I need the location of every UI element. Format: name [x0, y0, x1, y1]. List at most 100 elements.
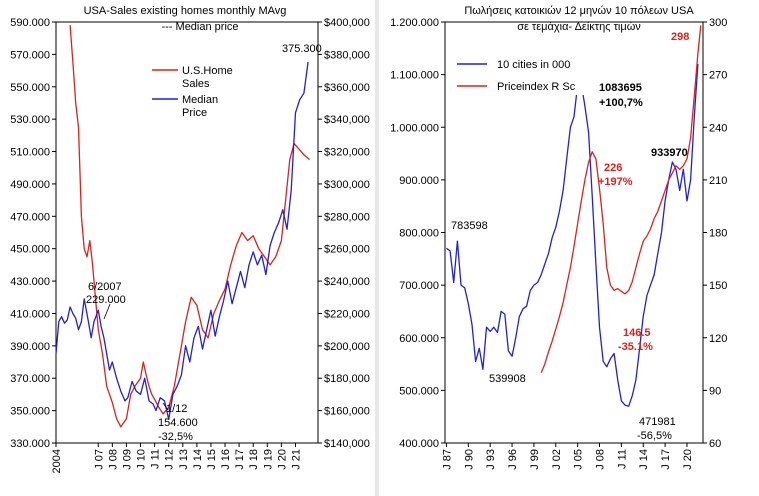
y-tick-label-right: $160,000: [324, 406, 370, 418]
y-tick-label-left: 350.000: [10, 406, 50, 418]
x-tick-label: J 14: [192, 449, 204, 470]
y-tick-label-right: 120: [709, 333, 727, 345]
series-line-b: [540, 25, 702, 374]
annotation-label: 933970: [651, 147, 688, 159]
y-tick-label-right: 210: [709, 175, 727, 187]
annotation-pointer: [162, 402, 169, 411]
annotation-label: 539908: [489, 373, 526, 385]
x-tick-label: J 18: [248, 449, 260, 470]
y-tick-label-right: $400,000: [324, 17, 370, 29]
x-tick-label: J 11: [616, 449, 628, 469]
x-tick-label: J 02: [551, 449, 563, 470]
annotation-label: 1/12: [166, 403, 187, 415]
panel-divider: [375, 0, 379, 496]
y-tick-label-right: $200,000: [324, 341, 370, 353]
y-tick-label-right: $360,000: [324, 82, 370, 94]
y-tick-label-right: 60: [709, 438, 721, 450]
annotation-label: 298: [671, 31, 689, 43]
y-tick-label-left: 400.000: [399, 438, 439, 450]
y-tick-label-right: 150: [709, 280, 727, 292]
y-tick-label-right: $220,000: [324, 308, 370, 320]
y-tick-label-right: $180,000: [324, 373, 370, 385]
y-tick-label-left: 510.000: [10, 147, 50, 159]
y-tick-label-right: $260,000: [324, 244, 370, 256]
x-tick-label: J 07: [93, 449, 105, 470]
legend-label: 10 cities in 000: [497, 59, 570, 71]
x-tick-label: J 08: [595, 449, 607, 470]
x-tick-label: J 16: [220, 449, 232, 470]
annotation-pointer: [103, 303, 111, 320]
x-tick-label: J 13: [178, 449, 190, 470]
y-tick-label-left: 800.000: [399, 228, 439, 240]
legend-label: U.S.Home Sales: [182, 65, 233, 90]
y-tick-label-left: 550.000: [10, 82, 50, 94]
x-tick-label: J 21: [290, 449, 302, 470]
annotation-label: 471981: [639, 416, 676, 428]
annotation-label: 783598: [451, 220, 488, 232]
chart-svg-left: 590.000 570.000 550.000 530.000 510.000 490.0…: [10, 5, 370, 473]
y-tick-label-left: 370.000: [10, 373, 50, 385]
y-tick-label-left: 500.000: [399, 385, 439, 397]
y-tick-label-left: 570.000: [10, 49, 50, 61]
annotation-label: 154.600: [158, 417, 198, 429]
y-tick-label-right: $300,000: [324, 179, 370, 191]
annotation-label: 229.000: [86, 294, 126, 306]
y-tick-label-left: 490.000: [10, 179, 50, 191]
y-tick-label-left: 330.000: [10, 438, 50, 450]
y-tick-label-left: 600.000: [399, 333, 439, 345]
series-line-a: [69, 25, 310, 428]
series-line-b: [55, 61, 309, 421]
x-tick-label: J 17: [660, 449, 672, 470]
y-tick-label-left: 1.200.000: [390, 17, 439, 29]
annotation-label: -35.1%: [618, 341, 653, 353]
chart-subtitle: --- Median price: [161, 21, 238, 33]
x-tick-label: J 11: [150, 449, 162, 469]
x-tick-label: J 96: [507, 449, 519, 470]
x-tick-label: J 12: [164, 449, 176, 470]
y-tick-label-left: 430.000: [10, 276, 50, 288]
annotation-label: 226: [604, 162, 622, 174]
y-tick-label-left: 450.000: [10, 244, 50, 256]
annotation-label: 1083695: [599, 82, 642, 94]
y-tick-label-left: 470.000: [10, 211, 50, 223]
annotation-label: +100,7%: [599, 97, 643, 109]
x-tick-label: J 17: [234, 449, 246, 470]
chart-title: USA-Sales existing homes monthly MAvg: [84, 5, 287, 17]
y-tick-label-right: 180: [709, 228, 727, 240]
x-tick-label: J 09: [121, 449, 133, 470]
x-tick-label: J 90: [463, 449, 475, 470]
chart-svg-right: 1.200.000 1.100.000 1.000.000 900.000 800.00…: [390, 5, 727, 470]
x-tick-label: J 93: [485, 449, 497, 470]
annotation-label: 375.300: [282, 43, 322, 55]
legend-label: Median Price: [182, 94, 218, 119]
annotation-label: -56,5%: [637, 430, 672, 442]
x-tick-label: J 87: [441, 449, 453, 470]
y-tick-label-right: $280,000: [324, 211, 370, 223]
y-tick-label-right: $380,000: [324, 49, 370, 61]
chart-panel-10-cities: 1.200.000 1.100.000 1.000.000 900.000 800.00…: [379, 0, 759, 496]
x-tick-label: J 10: [136, 449, 148, 470]
chart-subtitle: σε τεμάχια- Δείκτης τιμών: [517, 21, 641, 33]
x-tick-label: J 99: [529, 449, 541, 470]
y-tick-label-left: 900.000: [399, 175, 439, 187]
y-tick-label-right: 240: [709, 122, 727, 134]
plot-frame: [55, 21, 319, 444]
y-tick-label-right: 300: [709, 17, 727, 29]
y-tick-label-left: 530.000: [10, 114, 50, 126]
x-tick-label: J 15: [206, 449, 218, 470]
legend-box: [451, 53, 585, 95]
annotation-label: 6/2007: [88, 281, 122, 293]
x-tick-label: J 20: [682, 449, 694, 470]
annotation-label: -32,5%: [158, 431, 193, 443]
y-tick-label-right: $320,000: [324, 147, 370, 159]
series-line-a: [446, 64, 699, 407]
x-tick-label: J 19: [262, 449, 274, 470]
chart-panel-usa-home-sales: 590.000 570.000 550.000 530.000 510.000 490.0…: [0, 0, 375, 496]
y-tick-label-left: 590.000: [10, 17, 50, 29]
y-tick-label-right: 270: [709, 70, 727, 82]
y-tick-label-right: 90: [709, 385, 721, 397]
y-tick-label-left: 1.100.000: [390, 70, 439, 82]
y-tick-label-right: $240,000: [324, 276, 370, 288]
x-tick-label: 2004: [51, 449, 63, 473]
y-tick-label-right: $340,000: [324, 114, 370, 126]
